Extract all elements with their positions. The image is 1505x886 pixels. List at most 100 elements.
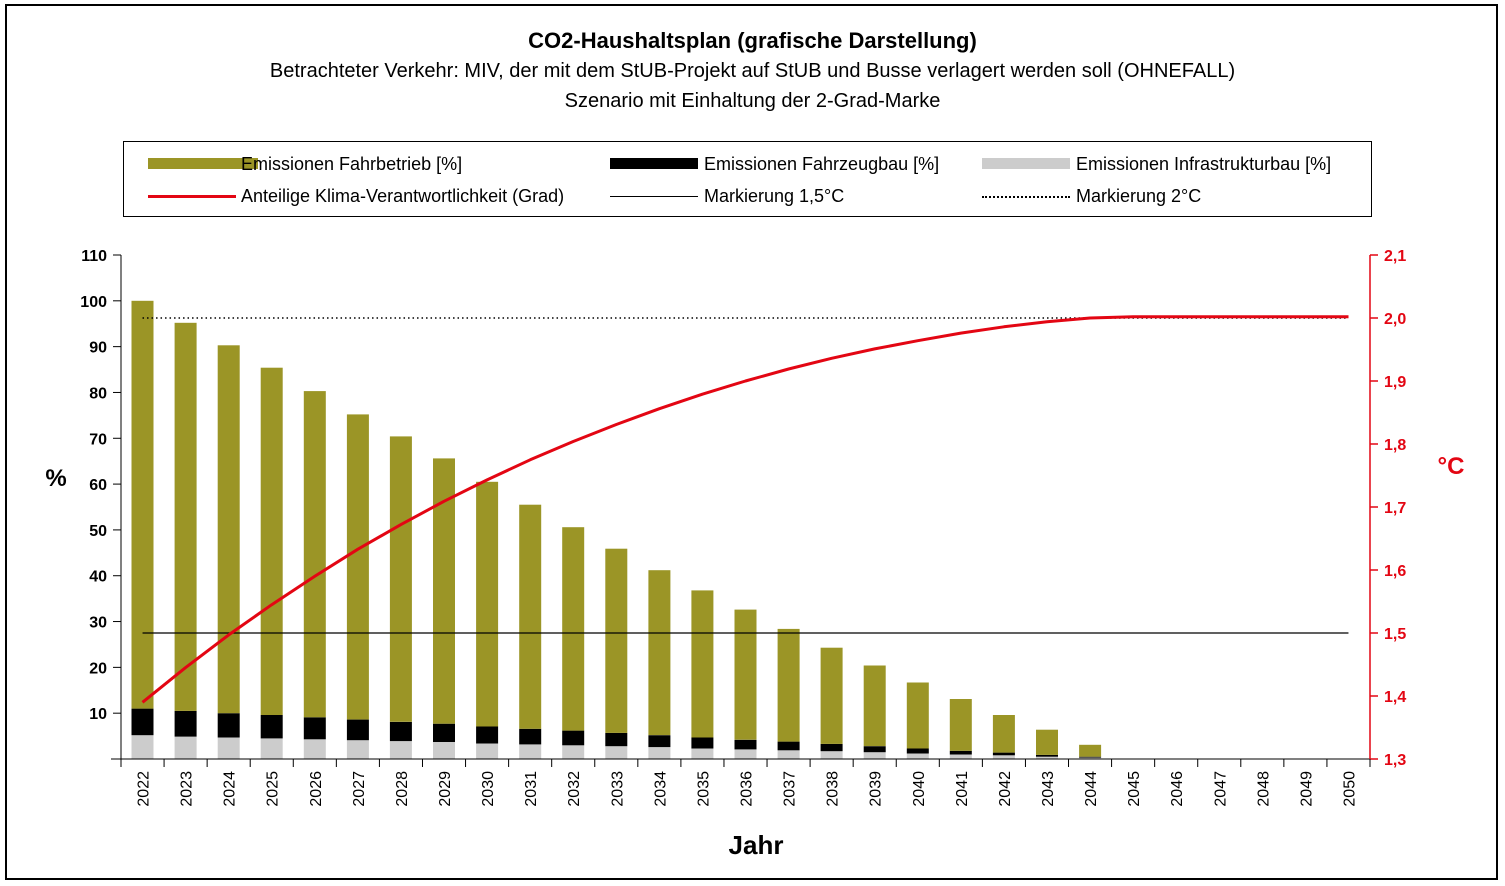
x-tick-label-2024: 2024 (222, 771, 239, 807)
bar-infrastrukturbau-2037 (777, 750, 800, 759)
bar-fahrbetrieb-2027 (346, 414, 369, 720)
bar-infrastrukturbau-2028 (389, 741, 412, 759)
bar-infrastrukturbau-2032 (562, 745, 585, 759)
bar-fahrzeugbau-2032 (562, 730, 585, 746)
y2-tick-label-1,8: 1,8 (1384, 437, 1406, 454)
bar-infrastrukturbau-2042 (992, 755, 1015, 759)
legend-swatch-klima (148, 195, 236, 198)
x-tick-label-2030: 2030 (480, 771, 497, 807)
legend-label-mark2: Markierung 2°C (1076, 185, 1202, 206)
x-tick-label-2032: 2032 (566, 771, 583, 807)
bar-fahrzeugbau-2040 (906, 748, 929, 754)
bar-fahrbetrieb-2026 (303, 391, 326, 718)
legend-item-mark15: Markierung 1,5°C (704, 185, 844, 207)
bar-fahrzeugbau-2034 (648, 735, 671, 748)
axes-group: 1020304050607080901001101,31,41,51,61,71… (80, 248, 1406, 807)
y-tick-label-30: 30 (89, 615, 107, 632)
bar-infrastrukturbau-2038 (820, 751, 843, 759)
x-tick-label-2027: 2027 (351, 771, 368, 807)
bar-fahrbetrieb-2038 (820, 647, 843, 744)
x-tick-label-2031: 2031 (523, 771, 540, 807)
x-tick-label-2046: 2046 (1169, 771, 1186, 807)
x-tick-label-2039: 2039 (868, 771, 885, 807)
y-tick-label-60: 60 (89, 477, 107, 494)
legend-swatch-mark15 (610, 196, 698, 197)
y-tick-label-40: 40 (89, 569, 107, 586)
legend-swatch-fahrbetrieb (148, 158, 258, 169)
x-tick-label-2026: 2026 (308, 771, 325, 807)
y2-tick-label-1,3: 1,3 (1384, 752, 1406, 769)
y2-tick-label-1,9: 1,9 (1384, 374, 1406, 391)
x-tick-label-2050: 2050 (1341, 771, 1358, 807)
bar-infrastrukturbau-2033 (605, 746, 628, 759)
y-tick-label-100: 100 (80, 294, 107, 311)
bars-group (131, 300, 1102, 759)
bar-fahrbetrieb-2032 (562, 527, 585, 731)
x-tick-label-2022: 2022 (136, 771, 153, 807)
bar-fahrzeugbau-2030 (476, 726, 499, 744)
y-tick-label-10: 10 (89, 706, 107, 723)
y2-axis-label: °C (1438, 453, 1465, 480)
bar-infrastrukturbau-2034 (648, 747, 671, 759)
legend-item-klima: Anteilige Klima-Verantwortlichkeit (Grad… (241, 185, 564, 207)
bar-infrastrukturbau-2022 (131, 735, 154, 759)
x-tick-label-2044: 2044 (1083, 771, 1100, 807)
bar-fahrbetrieb-2041 (949, 699, 972, 751)
bar-fahrbetrieb-2025 (260, 367, 283, 715)
legend-item-infrastruktur: Emissionen Infrastrukturbau [%] (1076, 153, 1331, 175)
bar-fahrzeugbau-2037 (777, 741, 800, 751)
y-tick-label-50: 50 (89, 523, 107, 540)
legend-swatch-mark2 (982, 196, 1070, 198)
bar-fahrzeugbau-2033 (605, 732, 628, 747)
bar-infrastrukturbau-2041 (949, 754, 972, 759)
bar-fahrbetrieb-2033 (605, 548, 628, 733)
y2-tick-label-1,6: 1,6 (1384, 563, 1406, 580)
bar-fahrbetrieb-2037 (777, 628, 800, 742)
x-tick-label-2047: 2047 (1212, 771, 1229, 807)
legend-swatch-infrastruktur (982, 158, 1070, 169)
x-tick-label-2025: 2025 (265, 771, 282, 807)
bar-infrastrukturbau-2039 (863, 752, 886, 759)
bar-fahrbetrieb-2023 (174, 322, 197, 711)
chart-subtitle-2: Szenario mit Einhaltung der 2-Grad-Marke (564, 90, 941, 112)
legend: Emissionen Fahrbetrieb [%] Emissionen Fa… (123, 141, 1372, 217)
x-tick-label-2049: 2049 (1298, 771, 1315, 807)
x-tick-label-2028: 2028 (394, 771, 411, 807)
legend-item-fahrbetrieb: Emissionen Fahrbetrieb [%] (241, 153, 462, 175)
line-klima-verantwortlichkeit (141, 315, 1349, 704)
x-tick-label-2038: 2038 (825, 771, 842, 807)
bar-fahrzeugbau-2023 (174, 710, 197, 737)
bar-infrastrukturbau-2044 (1079, 757, 1102, 759)
bar-fahrzeugbau-2035 (691, 737, 714, 749)
chart-subtitle-1: Betrachteter Verkehr: MIV, der mit dem S… (269, 60, 1236, 82)
bar-fahrzeugbau-2022 (131, 708, 154, 736)
bar-fahrbetrieb-2044 (1079, 744, 1102, 757)
x-tick-label-2029: 2029 (437, 771, 454, 807)
bar-infrastrukturbau-2026 (303, 739, 326, 759)
legend-label-fahrbetrieb: Emissionen Fahrbetrieb [%] (241, 153, 463, 174)
x-tick-label-2040: 2040 (911, 771, 928, 807)
bar-fahrbetrieb-2029 (433, 458, 455, 724)
y2-tick-label-2,1: 2,1 (1384, 248, 1406, 265)
y2-tick-label-1,5: 1,5 (1384, 626, 1406, 643)
y-tick-label-20: 20 (89, 660, 107, 677)
x-tick-label-2048: 2048 (1255, 771, 1272, 807)
bar-fahrzeugbau-2028 (389, 721, 412, 742)
bar-fahrbetrieb-2039 (863, 665, 886, 747)
x-tick-label-2034: 2034 (652, 771, 669, 807)
x-tick-label-2035: 2035 (695, 771, 712, 807)
x-tick-label-2043: 2043 (1040, 771, 1057, 807)
bar-fahrzeugbau-2024 (217, 713, 240, 738)
bar-infrastrukturbau-2024 (217, 737, 240, 759)
bar-fahrzeugbau-2042 (992, 752, 1015, 756)
x-axis-label: Jahr (729, 830, 784, 860)
bar-infrastrukturbau-2023 (174, 736, 197, 759)
y2-tick-label-2,0: 2,0 (1384, 311, 1406, 328)
bar-fahrzeugbau-2026 (303, 717, 326, 740)
y-tick-label-90: 90 (89, 340, 107, 357)
y-tick-label-110: 110 (81, 248, 107, 265)
bar-fahrbetrieb-2034 (648, 570, 671, 736)
bar-infrastrukturbau-2040 (906, 753, 929, 759)
bar-fahrbetrieb-2028 (389, 436, 412, 722)
